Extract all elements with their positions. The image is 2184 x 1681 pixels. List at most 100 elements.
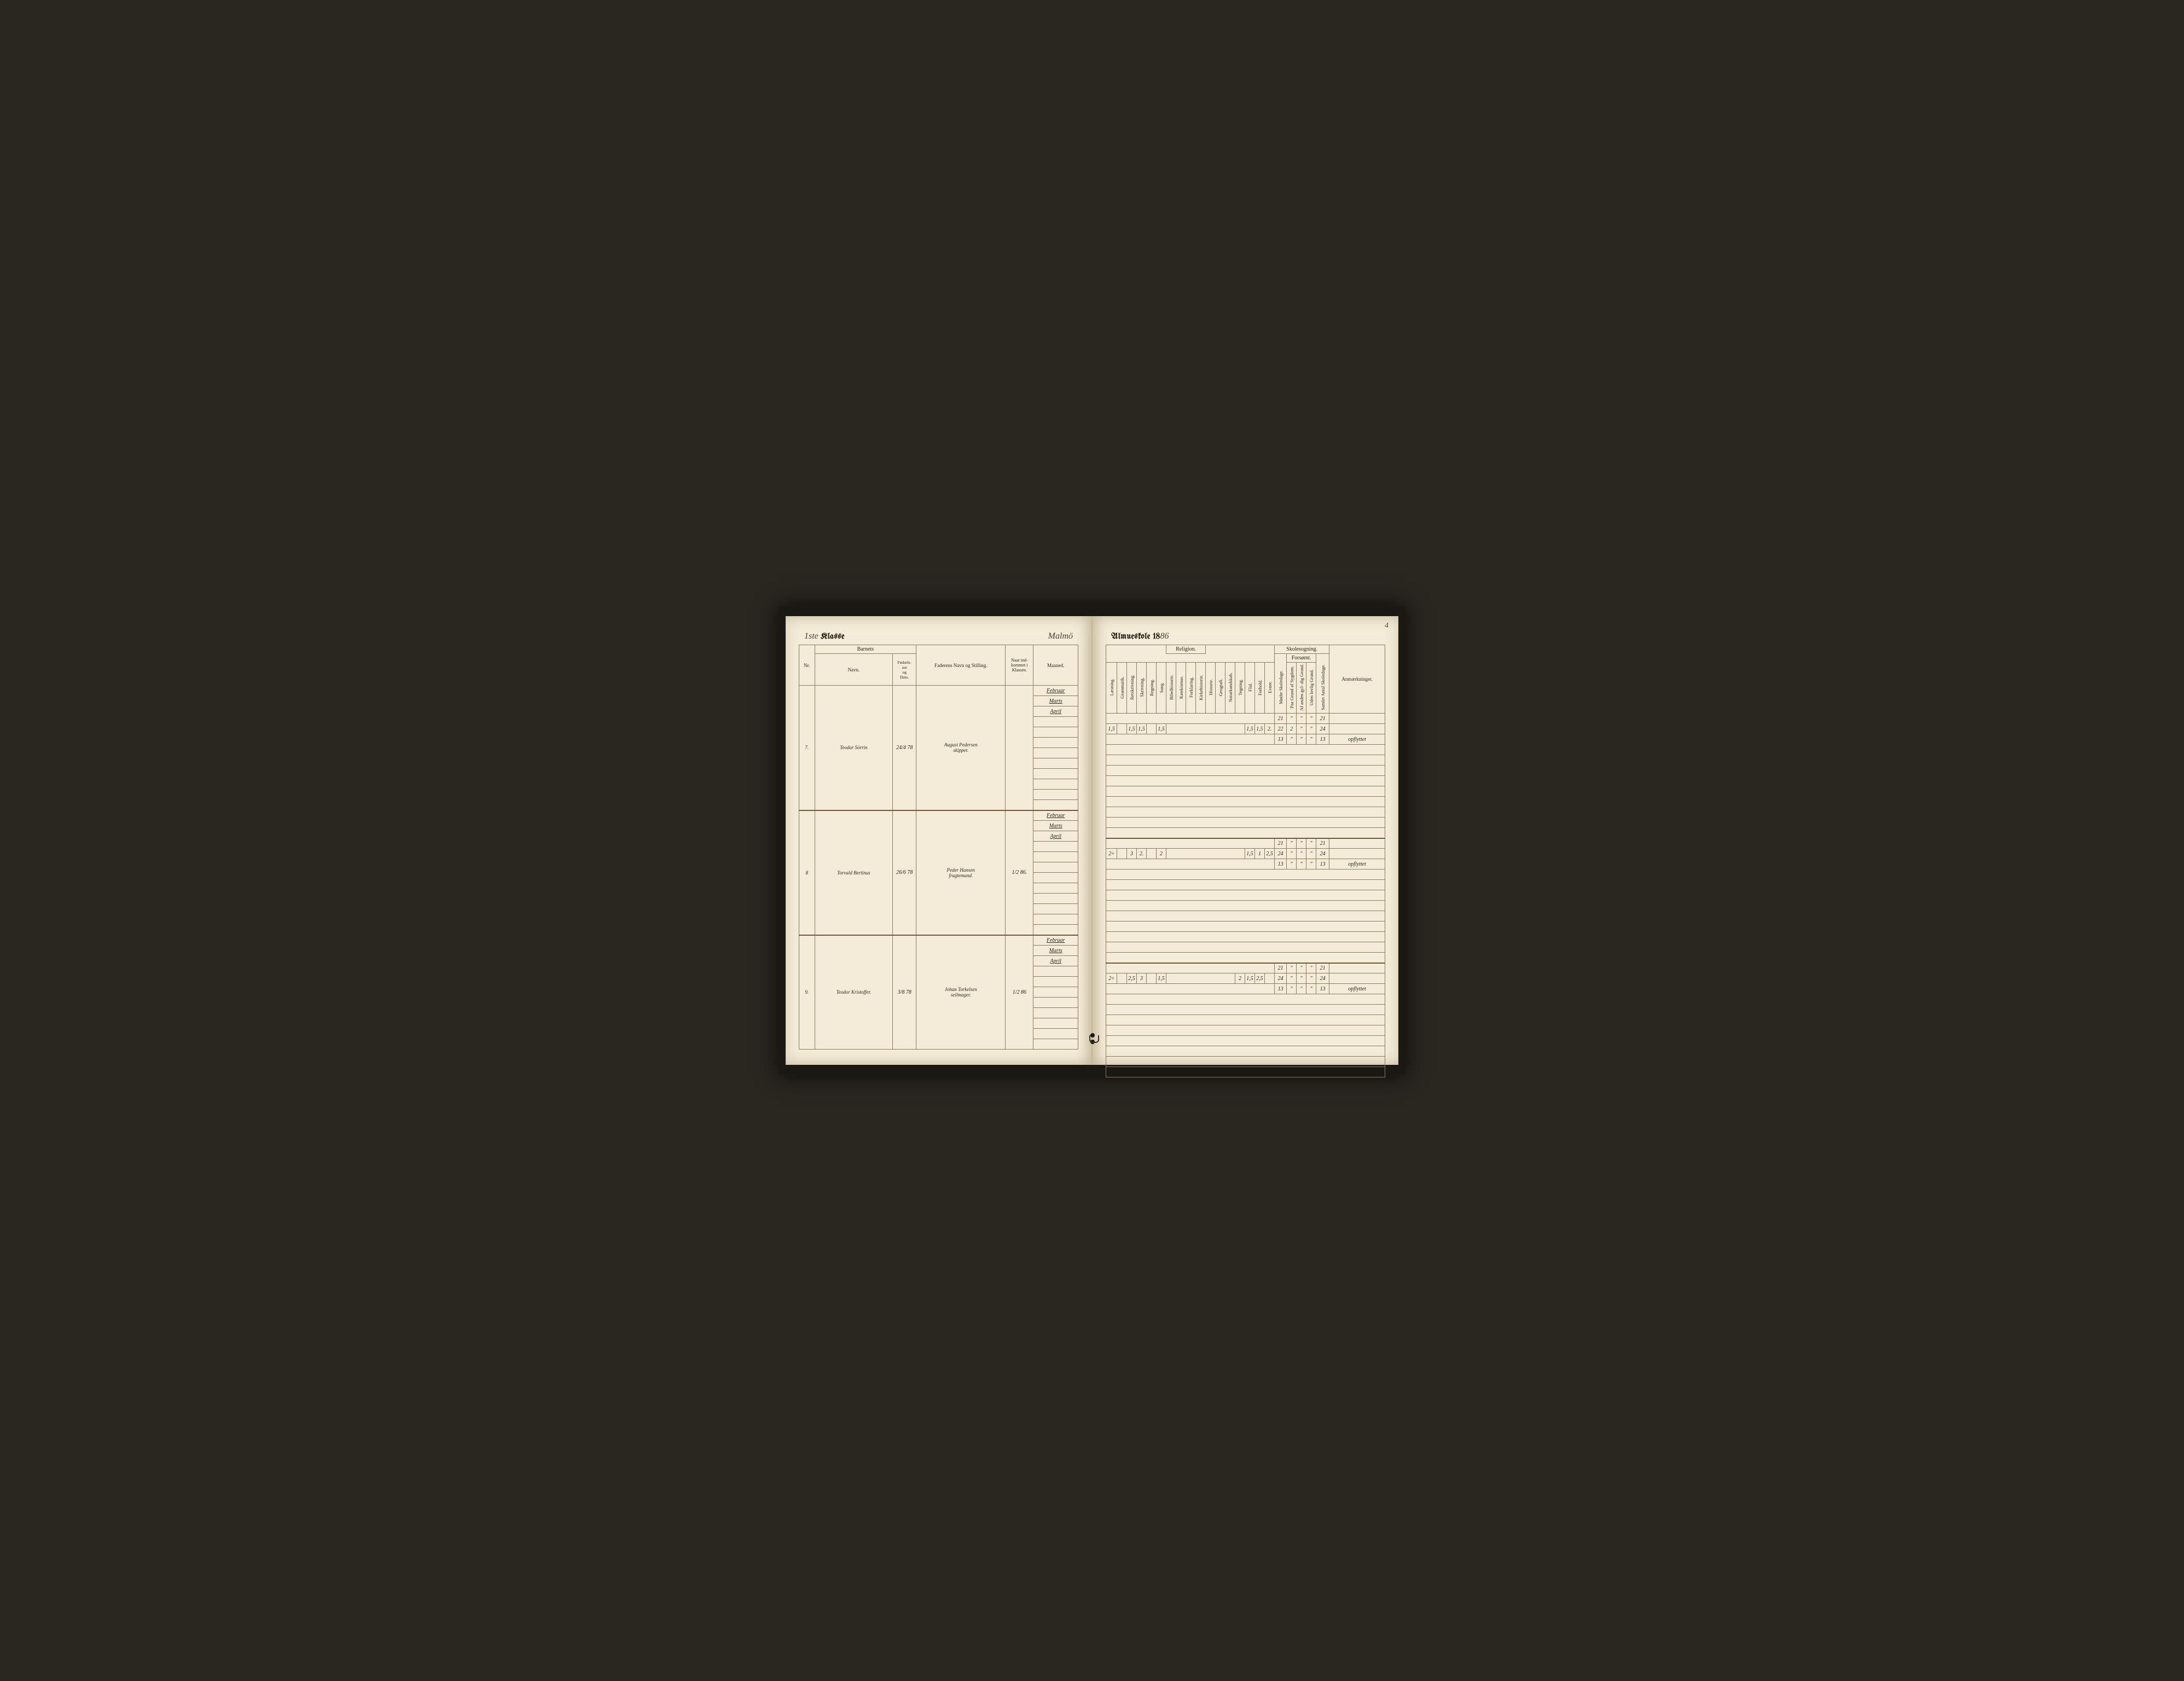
table-row (1106, 942, 1385, 953)
grade-cell: 13 (1316, 734, 1329, 745)
grade-cell (1106, 984, 1275, 994)
grade-cell: 24 (1275, 849, 1287, 859)
table-row (1106, 1025, 1385, 1036)
student-nr: 7. (799, 686, 815, 810)
grade-cell: " (1297, 973, 1306, 984)
table-row: 21"""21 (1106, 714, 1385, 724)
grade-cell: 1,5 (1245, 849, 1255, 859)
grade-col-header: Sang. (1157, 663, 1166, 714)
grade-cell (1106, 870, 1385, 880)
grade-cell: 1,5 (1245, 973, 1255, 984)
grade-cell (1106, 953, 1385, 963)
grade-cell: 13 (1275, 984, 1287, 994)
month-cell (1033, 977, 1078, 987)
grade-cell: opflyttet (1329, 859, 1385, 870)
grade-cell (1106, 776, 1385, 786)
grade-cell: " (1297, 838, 1306, 849)
page-number: 4 (1385, 622, 1389, 630)
col-naar: Naar ind- kommet i Klassen. (1006, 645, 1033, 686)
right-ledger: Religion. Skolesogning. Anmærkninger. Fo… (1106, 645, 1385, 1077)
grade-cell (1166, 849, 1245, 859)
grade-cell (1147, 724, 1157, 734)
grade-cell: opflyttet (1329, 734, 1385, 745)
grade-cell: 1,5 (1255, 724, 1265, 734)
student-navn: Teodor Kristoffer. (815, 935, 893, 1050)
grade-cell: 2,5 (1255, 973, 1265, 984)
grade-cell: 2,5 (1265, 849, 1275, 859)
month-cell: Marts (1033, 821, 1078, 831)
grade-cell: " (1287, 838, 1297, 849)
grade-cell: 13 (1275, 734, 1287, 745)
grade-cell: 1,5 (1157, 973, 1166, 984)
grade-col-header: Regning. (1147, 663, 1157, 714)
month-cell: Februar (1033, 810, 1078, 821)
grade-col-header: Kirkehistorie. (1196, 663, 1206, 714)
grade-cell: 13 (1275, 859, 1287, 870)
grade-col-header: Samlet Antal Skoledage. (1316, 663, 1329, 714)
month-cell (1033, 1008, 1078, 1018)
grade-cell: " (1306, 838, 1316, 849)
month-cell: Marts (1033, 946, 1078, 956)
col-maaned: Maaned. (1033, 645, 1078, 686)
almueskole-label: Almueskole 18 (1111, 632, 1160, 641)
table-row: 2÷32.21,512,524"""24 (1106, 849, 1385, 859)
table-row: 9.Teodor Kristoffer.3/8 78Johan Torkelse… (799, 935, 1078, 946)
grade-col-header: Historie. (1206, 663, 1216, 714)
grade-col-header: Uden lovlig Grund. (1306, 663, 1316, 714)
grade-cell (1106, 797, 1385, 807)
table-row (1106, 1046, 1385, 1057)
grade-cell: " (1297, 724, 1306, 734)
month-cell (1033, 998, 1078, 1008)
month-cell (1033, 873, 1078, 883)
grade-col-header: Læsning. (1106, 663, 1117, 714)
month-cell (1033, 1018, 1078, 1029)
grade-cell: 1,5 (1137, 724, 1147, 734)
klasse-number: 1ste (804, 631, 818, 641)
month-cell (1033, 852, 1078, 862)
table-row: 1,51,51,51,51,51,52.222""24 (1106, 724, 1385, 734)
right-ledger-head: Religion. Skolesogning. Anmærkninger. Fo… (1106, 645, 1385, 714)
grade-cell (1106, 1025, 1385, 1036)
grade-col-header: Forklaring. (1186, 663, 1196, 714)
table-row (1106, 1036, 1385, 1046)
month-cell: Februar (1033, 686, 1078, 696)
grade-cell (1106, 755, 1385, 766)
grade-cell (1106, 994, 1385, 1005)
student-navn: Teodor Sörrin (815, 686, 893, 810)
grade-col-header: Forhold. (1255, 663, 1265, 714)
month-cell (1033, 717, 1078, 727)
binding-thread-icon (1089, 1035, 1099, 1043)
grade-col-header: Flid. (1245, 663, 1255, 714)
grade-cell: " (1297, 963, 1306, 973)
table-row (1106, 797, 1385, 807)
grade-cell (1329, 973, 1385, 984)
grade-cell: " (1306, 984, 1316, 994)
grade-cell: " (1306, 734, 1316, 745)
grade-col-header: Retskrivning. (1127, 663, 1137, 714)
month-cell (1033, 1029, 1078, 1039)
col-fodsels: Fødsels- aar og Dato. (893, 654, 916, 686)
grade-cell: 1,5 (1106, 724, 1117, 734)
grade-cell: 24 (1316, 973, 1329, 984)
grade-cell: 1,5 (1127, 724, 1137, 734)
month-cell (1033, 966, 1078, 977)
grade-cell: " (1287, 859, 1297, 870)
grade-cell (1329, 838, 1385, 849)
klasse-label: Klasse (821, 632, 845, 641)
grade-cell: 21 (1316, 963, 1329, 973)
table-row (1106, 994, 1385, 1005)
grade-cell (1329, 849, 1385, 859)
almueskole-heading: Almueskole 1886 (1111, 631, 1169, 641)
grade-cell (1106, 932, 1385, 942)
grade-cell: " (1287, 984, 1297, 994)
student-naar: 1/2 86 (1006, 935, 1033, 1050)
table-row (1106, 870, 1385, 880)
student-naar: 1/2 86. (1006, 810, 1033, 935)
grade-cell: 21 (1275, 963, 1287, 973)
month-cell: April (1033, 706, 1078, 717)
grade-cell: " (1306, 973, 1316, 984)
month-cell (1033, 727, 1078, 738)
grade-col-header: Tegning. (1235, 663, 1245, 714)
table-row: 7.Teodor Sörrin24/4 78August Pedersen sk… (799, 686, 1078, 696)
grade-cell: " (1297, 714, 1306, 724)
